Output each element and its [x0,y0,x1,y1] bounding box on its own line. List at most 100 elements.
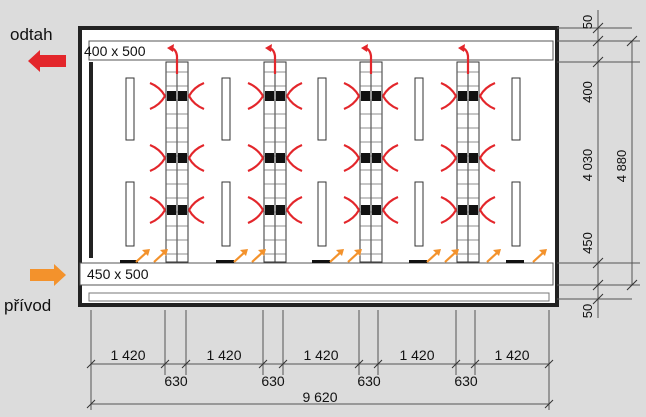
rack-row-3 [359,61,383,263]
hot-air-arrow-icon [440,195,457,211]
arrowhead-icon [433,249,441,256]
hot-air-arrow-icon [149,157,166,173]
hot-air-arrow-icon [286,209,303,225]
hot-air-arrow-icon [479,157,496,173]
hot-air-arrow-icon [188,157,205,173]
hot-air-arrow-icon [479,81,496,97]
dim-rack-2: 630 [261,373,285,389]
hot-air-arrow-icon [479,195,496,211]
hot-air-arrow-icon [286,81,303,97]
arrowhead-icon [160,249,168,256]
dim-rack-4: 630 [454,373,478,389]
dim-bay-5: 1 420 [494,347,529,363]
hot-air-arrow-icon [440,143,457,159]
server-unit [372,153,381,163]
hot-air-arrow-icon [382,81,399,97]
dim-bay-3: 1 420 [303,347,338,363]
dim-bay-4: 1 420 [399,347,434,363]
server-unit [469,91,478,101]
hot-air-arrow-icon [343,209,360,225]
luminaire-bottom-5 [511,181,521,247]
hot-air-arrow-icon [382,95,399,111]
luminaire-bottom-4 [414,181,424,247]
luminaire-bottom-2 [221,181,231,247]
server-unit [276,205,285,215]
floor-grille [506,260,524,263]
dim-bay-1: 1 420 [110,347,145,363]
arrowhead-icon [336,249,344,256]
arrowhead-icon [458,44,465,52]
exhaust-duct-label: 400 x 500 [84,43,146,59]
hot-air-arrow-icon [247,95,264,111]
hot-air-arrow-icon [188,143,205,159]
supply-label: přívod [4,296,51,315]
floor-grille [312,260,330,263]
hot-air-arrow-icon [188,195,205,211]
exhaust-label: odtah [10,25,53,44]
server-unit [469,153,478,163]
hot-air-arrow-icon [382,209,399,225]
hot-air-arrow-icon [382,143,399,159]
floor-strip [88,292,550,302]
hot-air-arrow-icon [286,143,303,159]
server-unit [372,205,381,215]
hot-air-arrow-icon [149,95,166,111]
hot-air-arrow-icon [440,209,457,225]
server-unit [361,205,370,215]
dim-supply-height: 450 [580,232,595,254]
hot-air-arrow-icon [149,195,166,211]
rack-layer [165,61,480,263]
exhaust-duct [88,40,554,61]
rack-row-2 [263,61,287,263]
server-unit [458,91,467,101]
arrowhead-icon [361,44,368,52]
hot-air-arrow-icon [382,195,399,211]
server-unit [276,91,285,101]
server-unit [361,91,370,101]
hot-air-arrow-icon [343,143,360,159]
dim-bottom-margin: 50 [580,304,595,318]
hot-air-arrow-icon [286,95,303,111]
server-unit [178,91,187,101]
hot-air-arrow-icon [343,157,360,173]
luminaire-top-4 [414,77,424,141]
hot-air-arrow-icon [440,81,457,97]
server-unit [265,205,274,215]
luminaire-top-1 [125,77,135,141]
arrowhead-icon [240,249,248,256]
arrowhead-icon [493,249,501,256]
hot-air-arrow-icon [440,157,457,173]
server-unit [458,205,467,215]
floor-grille [409,260,427,263]
server-unit [178,153,187,163]
arrowhead-icon [354,249,362,256]
supply-arrow-icon [30,264,66,286]
arrowhead-icon [265,44,272,52]
server-unit [265,91,274,101]
arrowhead-icon [451,249,459,256]
hot-air-arrow-icon [479,95,496,111]
luminaire-bottom-1 [125,181,135,247]
server-unit [469,205,478,215]
floor-grille [120,260,138,263]
server-unit [361,153,370,163]
hot-air-arrow-icon [149,81,166,97]
dim-top-margin: 50 [580,15,595,29]
hot-air-arrow-icon [188,81,205,97]
dim-rack-3: 630 [357,373,381,389]
hot-air-arrow-icon [188,95,205,111]
server-unit [265,153,274,163]
hot-air-arrow-icon [247,209,264,225]
arrowhead-icon [258,249,266,256]
floor-grille [216,260,234,263]
server-unit [458,153,467,163]
hot-air-arrow-icon [286,195,303,211]
supply-duct-label: 450 x 500 [87,266,149,282]
server-unit [167,153,176,163]
hot-air-arrow-icon [343,95,360,111]
luminaire-top-3 [317,77,327,141]
hot-air-arrow-icon [440,95,457,111]
luminaire-top-5 [511,77,521,141]
dim-inner-height: 4 030 [580,149,595,182]
